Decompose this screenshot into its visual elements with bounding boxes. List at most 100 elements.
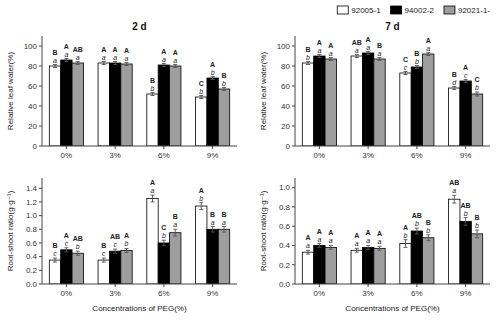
error-cap [64,58,68,59]
x-tick-label: 6% [411,289,423,298]
letter-lower: b [199,195,203,202]
letter-lower: a [162,56,166,63]
bar [147,199,158,284]
letter-lower: d [452,79,457,86]
letter-upper: AB [110,233,120,240]
x-tick [368,146,369,149]
y-tick-label: 100 [277,42,291,51]
letter-lower: a [317,236,321,243]
error-cap [64,251,68,252]
error-cap [211,232,215,233]
bar [61,250,72,284]
letter-upper: A [463,64,468,71]
x-axis [295,146,490,147]
error-cap [199,95,203,96]
error-cap [222,226,226,227]
error-cap [378,60,382,61]
bar [302,63,313,146]
bar [207,78,218,146]
error-cap [306,61,310,62]
panel: aAaAbAaABaAaAbABbABaAaAbBbB0.00.20.40.60… [259,178,490,313]
error-cap [404,247,408,248]
error-bar [378,58,382,61]
error-bar [317,55,321,58]
plot-area [49,195,229,284]
x-tick-label: 3% [362,151,374,160]
error-cap [125,252,129,253]
error-bar [151,93,155,96]
x-axis [42,146,237,147]
y-tick-label: 0.6 [279,222,291,231]
x-axis [42,284,237,285]
error-cap [355,57,359,58]
error-cap [199,202,203,203]
letter-upper: B [474,214,479,221]
legend-label: 92021-1- [458,6,490,15]
legend: 92005-194002-292021-1- [337,6,490,15]
error-line [77,251,78,255]
error-bar [415,66,419,69]
letter-upper: A [150,179,155,186]
bar [423,238,434,284]
legend-label: 92005-1 [351,6,381,15]
x-tick [115,284,116,287]
letter-upper: A [354,232,359,239]
letter-lower: b [415,220,419,227]
x-tick [319,284,320,287]
y-tick [39,215,42,216]
y-tick [39,106,42,107]
y-tick [39,270,42,271]
letter-lower: b [426,227,430,234]
error-cap [452,203,456,204]
panel: bBaABcCdBaAaAbBcAaAaBaAbC0204060801000%3… [259,6,491,160]
error-bar [222,88,226,91]
letter-upper: A [64,232,69,239]
error-line [465,218,466,226]
error-bar [355,248,359,252]
error-bar [426,53,430,56]
x-tick [66,284,67,287]
letter-upper: B [101,242,106,249]
error-cap [317,247,321,248]
plot-area [302,195,482,284]
error-cap [173,229,177,230]
error-cap [452,89,456,90]
error-cap [426,55,430,56]
bar [400,73,411,146]
y-tick-label: 0.2 [279,261,291,270]
error-cap [151,201,155,202]
letter-upper: A [124,47,129,54]
error-cap [53,64,57,65]
error-cap [475,96,479,97]
y-axis [295,178,296,284]
letter-lower: b [162,232,166,239]
error-cap [378,57,382,58]
letter-upper: A [426,37,431,44]
error-line [319,244,320,248]
error-cap [366,249,370,250]
error-cap [317,243,321,244]
error-bar [162,240,166,245]
error-cap [415,233,419,234]
letter-upper: B [377,42,382,49]
plot-area [302,52,482,147]
y-tick [292,126,295,127]
bar [121,64,132,146]
error-cap [329,57,333,58]
error-cap [76,255,80,256]
x-tick [115,146,116,149]
error-cap [475,230,479,231]
letter-upper: AB [412,212,422,219]
error-line [405,240,406,248]
x-tick-label: 3% [109,151,121,160]
error-cap [125,248,129,249]
letter-upper: A [305,234,310,241]
error-bar [173,65,177,68]
error-bar [306,250,310,254]
error-bar [53,258,57,262]
bar [460,221,471,284]
bar [351,56,362,146]
y-tick [39,201,42,202]
y-tick [292,86,295,87]
letter-lower: a [211,219,215,226]
